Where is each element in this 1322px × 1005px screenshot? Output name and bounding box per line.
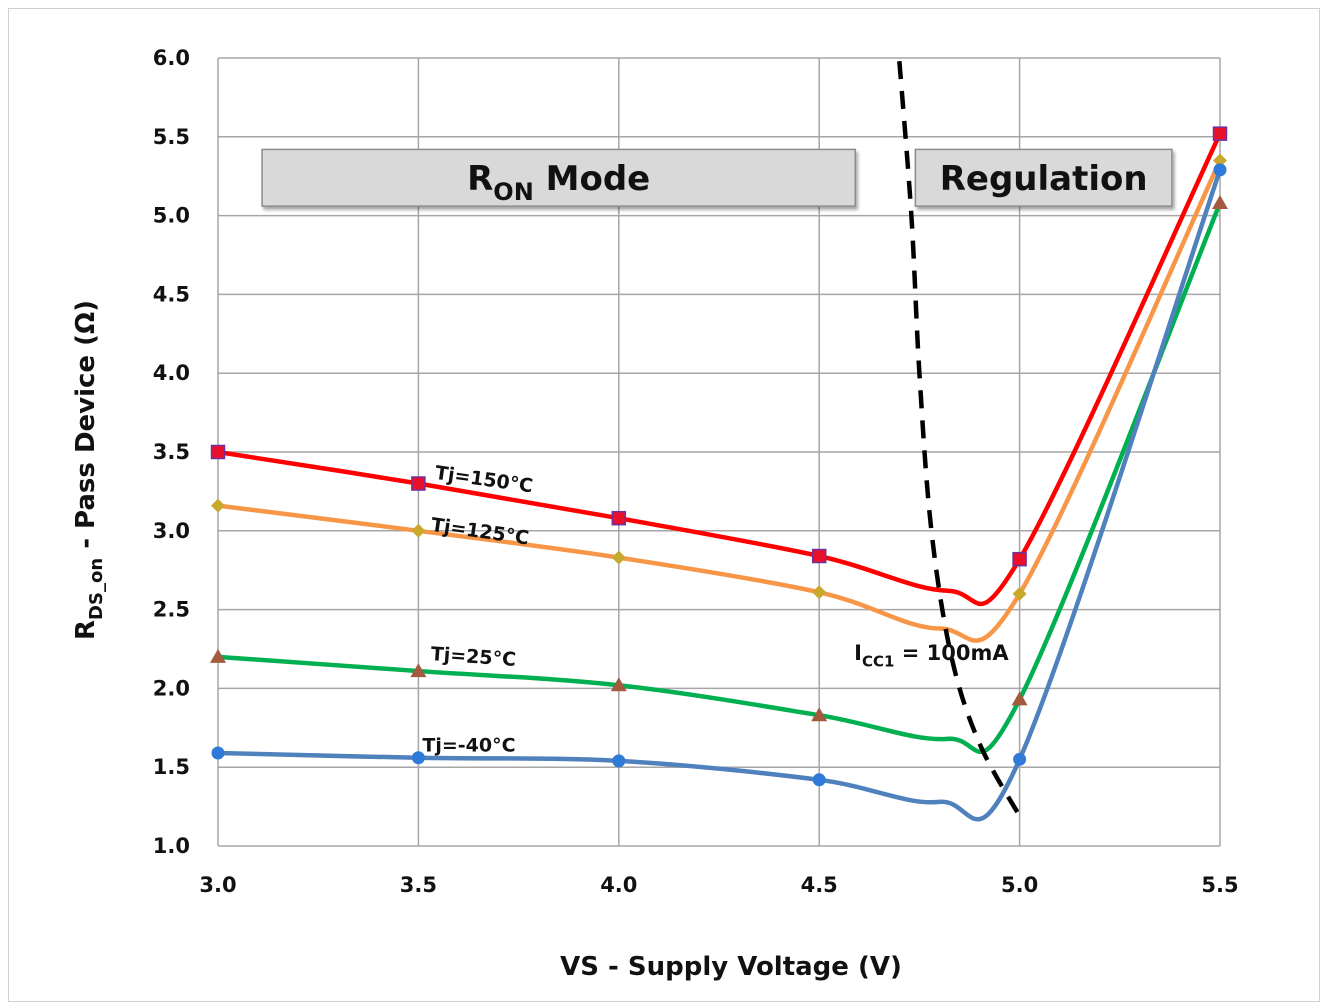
data-point	[211, 498, 225, 513]
series-group	[210, 126, 1228, 822]
data-point	[812, 773, 826, 787]
region-label-0: RON Mode	[467, 159, 650, 206]
data-point	[1013, 752, 1027, 766]
y-tick-label: 4.0	[153, 361, 190, 385]
boundary-dashed-line	[897, 60, 1022, 818]
x-tick-label: 4.0	[600, 873, 637, 897]
mode-boundary	[897, 60, 1022, 818]
series-label-1: Tj=125°C	[430, 514, 531, 549]
x-tick-label: 3.0	[199, 873, 236, 897]
data-point	[210, 444, 226, 460]
data-point	[612, 754, 626, 768]
data-point	[211, 746, 225, 760]
data-point	[1011, 691, 1028, 706]
data-point	[811, 548, 827, 564]
y-axis-title: RDS_on - Pass Device (Ω)	[71, 300, 107, 640]
y-tick-label: 2.0	[153, 676, 190, 700]
x-tick-label: 5.5	[1201, 873, 1238, 897]
y-tick-label: 5.0	[153, 204, 190, 228]
y-tick-label: 3.0	[153, 519, 190, 543]
data-point	[1012, 586, 1027, 601]
current-annotation: ICC1 = 100mA	[854, 641, 1009, 670]
data-point	[812, 585, 827, 600]
series-label-0: Tj=150°C	[434, 462, 535, 497]
x-tick-label: 4.5	[801, 873, 838, 897]
region-box-1	[914, 148, 1173, 207]
y-tick-label: 1.5	[153, 755, 190, 779]
data-point	[1213, 163, 1227, 177]
series-label-2: Tj=25°C	[430, 643, 517, 671]
y-tick-label: 3.5	[153, 440, 190, 464]
data-point	[411, 523, 426, 538]
data-point	[811, 707, 828, 722]
data-point	[411, 751, 425, 765]
region-box-0	[261, 148, 857, 207]
x-axis-title: VS - Supply Voltage (V)	[560, 952, 902, 982]
data-point	[611, 550, 626, 565]
y-tick-label: 1.0	[153, 834, 190, 858]
x-tick-label: 5.0	[1001, 873, 1038, 897]
data-point	[410, 663, 427, 678]
data-point	[1212, 194, 1228, 209]
data-point	[1012, 551, 1027, 567]
series-line-1	[217, 159, 1223, 643]
y-tick-label: 4.5	[153, 282, 190, 306]
series-label-3: Tj=-40°C	[422, 734, 515, 756]
data-point	[610, 677, 627, 692]
y-tick-label: 6.0	[153, 46, 190, 70]
data-point	[611, 510, 627, 526]
data-point	[1212, 126, 1228, 141]
y-tick-label: 2.5	[153, 598, 190, 622]
y-tick-label: 5.5	[153, 125, 190, 149]
data-point	[1213, 153, 1227, 168]
data-point	[411, 476, 426, 491]
region-label-1: Regulation	[940, 159, 1148, 199]
x-tick-label: 3.5	[400, 873, 437, 897]
data-point	[210, 648, 226, 663]
chart-frame	[8, 8, 1320, 1002]
tick-labels: 1.0 1.5 2.0 2.5 3.0 3.5 4.0 4.5 5.0 5.5 6.0 3.0 3.5 4…	[153, 46, 1239, 897]
region-boxes: RON Mode Regulation	[261, 148, 1173, 207]
